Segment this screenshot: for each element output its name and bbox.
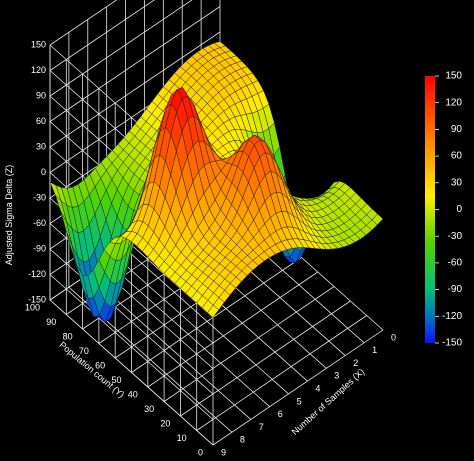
surface-mesh bbox=[49, 41, 384, 323]
color-scale-tick: 60 bbox=[451, 151, 463, 162]
x-tick-label: 1 bbox=[372, 345, 377, 355]
color-scale-tick: -150 bbox=[442, 338, 462, 349]
z-tick-label: 90 bbox=[36, 90, 46, 100]
y-tick-label: 80 bbox=[63, 331, 73, 341]
color-scale-tick: -120 bbox=[442, 311, 462, 322]
axis-ticks: -150-120-90-60-3003060901201500102030405… bbox=[25, 39, 396, 457]
z-axis-label: Adjusted Sigma Delta (Z) bbox=[4, 165, 14, 266]
y-tick-label: 100 bbox=[25, 302, 40, 312]
y-tick-label: 0 bbox=[198, 447, 203, 457]
color-scale-tick: -30 bbox=[448, 231, 463, 242]
y-axis-label: Population count (Y) bbox=[57, 340, 126, 400]
x-tick-label: 3 bbox=[334, 371, 339, 381]
z-tick-label: 0 bbox=[41, 167, 46, 177]
color-scale-bar bbox=[425, 76, 435, 343]
x-tick-label: 8 bbox=[240, 435, 245, 445]
x-tick-label: 6 bbox=[278, 409, 283, 419]
color-scale-tick: 150 bbox=[445, 71, 462, 82]
x-tick-label: 5 bbox=[297, 396, 302, 406]
y-tick-label: 50 bbox=[111, 375, 121, 385]
color-scale-tick: 0 bbox=[456, 204, 462, 215]
color-scale-tick: -60 bbox=[448, 258, 463, 269]
surface-cell bbox=[207, 304, 220, 318]
z-tick-label: 120 bbox=[31, 65, 46, 75]
color-scale-tick: -90 bbox=[448, 284, 463, 295]
y-tick-label: 20 bbox=[160, 418, 170, 428]
y-tick-label: 30 bbox=[144, 404, 154, 414]
z-tick-label: 30 bbox=[36, 141, 46, 151]
z-tick-label: 150 bbox=[31, 39, 46, 49]
y-tick-label: 90 bbox=[46, 317, 56, 327]
y-tick-label: 10 bbox=[177, 433, 187, 443]
y-tick-label: 70 bbox=[79, 346, 89, 356]
z-tick-label: -60 bbox=[33, 218, 46, 228]
z-tick-label: -120 bbox=[28, 269, 46, 279]
y-tick-label: 40 bbox=[128, 389, 138, 399]
color-scale-tick: 120 bbox=[445, 97, 462, 108]
color-scale-tick: 90 bbox=[451, 124, 463, 135]
z-tick-label: -150 bbox=[28, 294, 46, 304]
x-tick-label: 9 bbox=[221, 447, 226, 457]
x-tick-label: 2 bbox=[353, 358, 358, 368]
x-tick-label: 0 bbox=[391, 332, 396, 342]
z-tick-label: -90 bbox=[33, 243, 46, 253]
color-scale-legend: 150 120 90 60 30 0 -30 -60 -90 -120 -150 bbox=[425, 71, 462, 349]
x-tick-label: 7 bbox=[259, 422, 264, 432]
y-tick-label: 60 bbox=[95, 360, 105, 370]
z-tick-label: 60 bbox=[36, 116, 46, 126]
color-scale-tick: 30 bbox=[451, 177, 463, 188]
z-tick-label: -30 bbox=[33, 192, 46, 202]
x-tick-label: 4 bbox=[315, 383, 320, 393]
